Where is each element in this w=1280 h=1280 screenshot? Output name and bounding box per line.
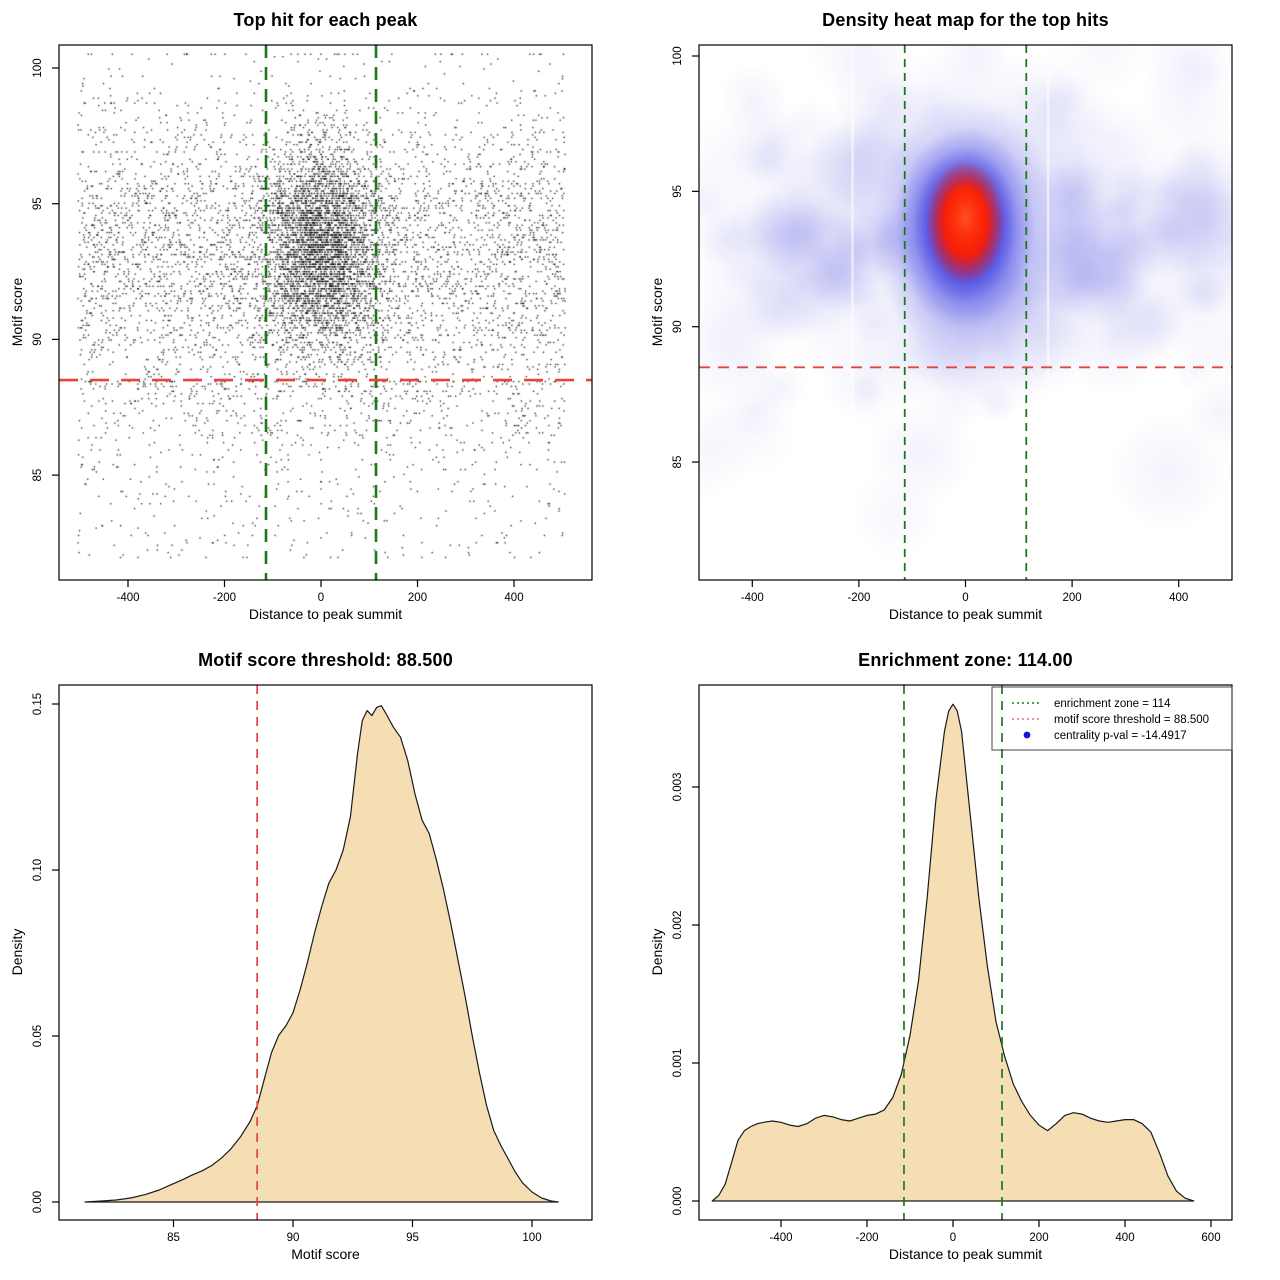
legend: enrichment zone = 114 motif score thresho… [991, 686, 1233, 751]
legend-item-label: enrichment zone = 114 [1054, 698, 1171, 710]
y-tick-label: 90 [32, 333, 44, 346]
distance-density-title: Enrichment zone: 114.00 [858, 650, 1073, 670]
y-tick-label: 0.00 [32, 1191, 44, 1213]
y-tick-label: 0.10 [32, 859, 44, 881]
x-tick-label: 95 [406, 1232, 419, 1244]
density-curve [711, 703, 1195, 1202]
y-tick-label: 85 [672, 456, 684, 469]
score-density-xlabel: Motif score [291, 1246, 360, 1262]
y-tick-label: 0.05 [32, 1025, 44, 1047]
panel-heatmap: -400 -200 0 200 400 85 90 95 100 Density heat ma… [640, 0, 1280, 640]
x-tick-label: 90 [287, 1232, 300, 1244]
x-tick-label: 0 [950, 1232, 956, 1244]
x-axis-ticks: -400 -200 0 200 400 600 [769, 1220, 1221, 1244]
x-tick-label: 200 [1063, 592, 1082, 604]
axes-frame: -400 -200 0 200 400 85 90 95 100 [672, 44, 1233, 604]
y-tick-label: 90 [672, 320, 684, 333]
axes-frame: -400 -200 0 200 400 600 0.000 0.001 0.002 0.003 [672, 684, 1233, 1244]
x-axis-ticks: 85 90 95 100 [167, 1220, 542, 1244]
x-axis-ticks: -400 -200 0 200 400 [116, 580, 524, 604]
x-tick-label: 400 [1169, 592, 1188, 604]
y-tick-label: 95 [672, 185, 684, 198]
reference-lines [59, 45, 592, 580]
x-tick-label: -400 [769, 1232, 792, 1244]
x-tick-label: 600 [1201, 1232, 1220, 1244]
scatter-xlabel: Distance to peak summit [248, 606, 403, 622]
axes-frame: 85 90 95 100 0.00 0.05 0.10 0.15 [32, 684, 593, 1244]
x-tick-label: 200 [408, 592, 427, 604]
heatmap-canvas [699, 45, 1232, 580]
distance-density-ylabel: Density [649, 928, 665, 976]
y-tick-label: 0.003 [672, 773, 684, 802]
x-tick-label: 0 [962, 592, 968, 604]
legend-item-label: motif score threshold = 88.500 [1054, 714, 1209, 726]
y-tick-label: 100 [672, 46, 684, 65]
x-tick-label: -400 [116, 592, 139, 604]
legend-item-label: centrality p-val = -14.4917 [1054, 730, 1187, 742]
x-tick-label: 100 [522, 1232, 541, 1244]
y-tick-label: 100 [32, 58, 44, 77]
scatter-title: Top hit for each peak [233, 10, 418, 30]
distance-density-xlabel: Distance to peak summit [888, 1246, 1043, 1262]
score-density-svg: 85 90 95 100 0.00 0.05 0.10 0.15 [32, 684, 593, 1244]
x-tick-label: 400 [504, 592, 523, 604]
axes-frame: -400 -200 0 200 400 85 90 95 100 [32, 44, 593, 604]
x-tick-label: 200 [1029, 1232, 1048, 1244]
heatmap-ylabel: Motif score [649, 277, 665, 347]
y-tick-label: 0.15 [32, 693, 44, 715]
x-tick-label: 85 [167, 1232, 180, 1244]
score-density-ylabel: Density [9, 928, 25, 976]
y-tick-label: 0.000 [672, 1187, 684, 1216]
y-tick-label: 95 [32, 197, 44, 210]
x-tick-label: 400 [1115, 1232, 1134, 1244]
heatmap-title: Density heat map for the top hits [822, 10, 1109, 30]
x-tick-label: -200 [855, 1232, 878, 1244]
panel-distance-density: -400 -200 0 200 400 600 0.000 0.001 0.002 0.003 en… [640, 640, 1280, 1280]
y-tick-label: 85 [32, 469, 44, 482]
heatmap-xlabel: Distance to peak summit [888, 606, 1043, 622]
y-axis-ticks: 85 90 95 100 [32, 58, 59, 481]
distance-density-svg: -400 -200 0 200 400 600 0.000 0.001 0.002 0.003 en… [672, 684, 1233, 1244]
y-tick-label: 0.002 [672, 911, 684, 940]
scatter-ylabel: Motif score [9, 277, 25, 347]
y-axis-ticks: 0.00 0.05 0.10 0.15 [32, 693, 59, 1213]
x-tick-label: -200 [213, 592, 236, 604]
heatmap-axes-svg: -400 -200 0 200 400 85 90 95 100 [672, 44, 1233, 604]
scatter-axes-svg: -400 -200 0 200 400 85 90 95 100 [32, 44, 593, 604]
density-curve [84, 705, 559, 1203]
x-tick-label: 0 [318, 592, 324, 604]
x-tick-label: -400 [741, 592, 764, 604]
score-density-title: Motif score threshold: 88.500 [198, 650, 453, 670]
reference-lines [699, 45, 1232, 580]
scatter-points-canvas [59, 45, 592, 580]
panel-score-density: 85 90 95 100 0.00 0.05 0.10 0.15 Motif score th… [0, 640, 640, 1280]
legend-sample-dot [1023, 731, 1031, 739]
x-tick-label: -200 [847, 592, 870, 604]
y-axis-ticks: 85 90 95 100 [672, 46, 699, 468]
panel-scatter: -400 -200 0 200 400 85 90 95 100 Top hit for eac… [0, 0, 640, 640]
y-axis-ticks: 0.000 0.001 0.002 0.003 [672, 773, 699, 1216]
y-tick-label: 0.001 [672, 1049, 684, 1078]
x-axis-ticks: -400 -200 0 200 400 [741, 580, 1188, 604]
